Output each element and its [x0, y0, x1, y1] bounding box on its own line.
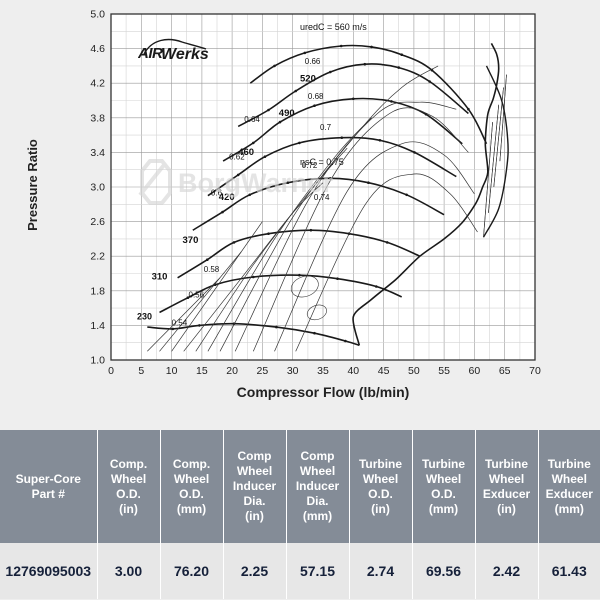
svg-text:490: 490	[279, 108, 295, 119]
svg-text:25: 25	[257, 365, 269, 377]
svg-text:20: 20	[226, 365, 238, 377]
svg-text:2.6: 2.6	[90, 216, 105, 228]
svg-text:5.0: 5.0	[90, 9, 105, 21]
svg-text:1.4: 1.4	[90, 320, 105, 332]
svg-text:BorgWarner: BorgWarner	[178, 168, 334, 198]
svg-text:50: 50	[408, 365, 420, 377]
svg-text:3.4: 3.4	[90, 147, 105, 159]
svg-text:0.54: 0.54	[172, 318, 188, 327]
svg-text:Werks: Werks	[161, 46, 209, 62]
svg-text:15: 15	[196, 365, 208, 377]
svg-text:0.68: 0.68	[308, 92, 324, 101]
svg-text:45: 45	[378, 365, 390, 377]
svg-text:70: 70	[529, 365, 541, 377]
svg-text:520: 520	[300, 74, 316, 85]
svg-text:1.0: 1.0	[90, 355, 105, 367]
svg-text:310: 310	[152, 272, 168, 283]
svg-text:65: 65	[499, 365, 511, 377]
svg-text:AIR: AIR	[138, 45, 163, 62]
svg-text:1.8: 1.8	[90, 285, 105, 297]
svg-text:10: 10	[166, 365, 178, 377]
svg-text:0.66: 0.66	[305, 57, 321, 66]
svg-text:4.2: 4.2	[90, 78, 105, 90]
svg-text:0.56: 0.56	[189, 291, 205, 300]
svg-text:uredC = 560 m/s: uredC = 560 m/s	[300, 22, 367, 32]
svg-text:40: 40	[347, 365, 359, 377]
svg-text:3.0: 3.0	[90, 182, 105, 194]
svg-text:5: 5	[138, 365, 144, 377]
svg-text:0: 0	[108, 365, 114, 377]
svg-text:0.7: 0.7	[320, 123, 332, 132]
svg-text:55: 55	[438, 365, 450, 377]
svg-text:0.64: 0.64	[244, 115, 260, 124]
svg-text:0.58: 0.58	[204, 265, 220, 274]
svg-text:2.2: 2.2	[90, 251, 105, 263]
svg-text:4.6: 4.6	[90, 43, 105, 55]
svg-text:30: 30	[287, 365, 299, 377]
svg-text:35: 35	[317, 365, 329, 377]
svg-text:3.8: 3.8	[90, 112, 105, 124]
svg-text:370: 370	[183, 235, 199, 246]
svg-text:230: 230	[137, 311, 152, 321]
svg-text:60: 60	[469, 365, 481, 377]
